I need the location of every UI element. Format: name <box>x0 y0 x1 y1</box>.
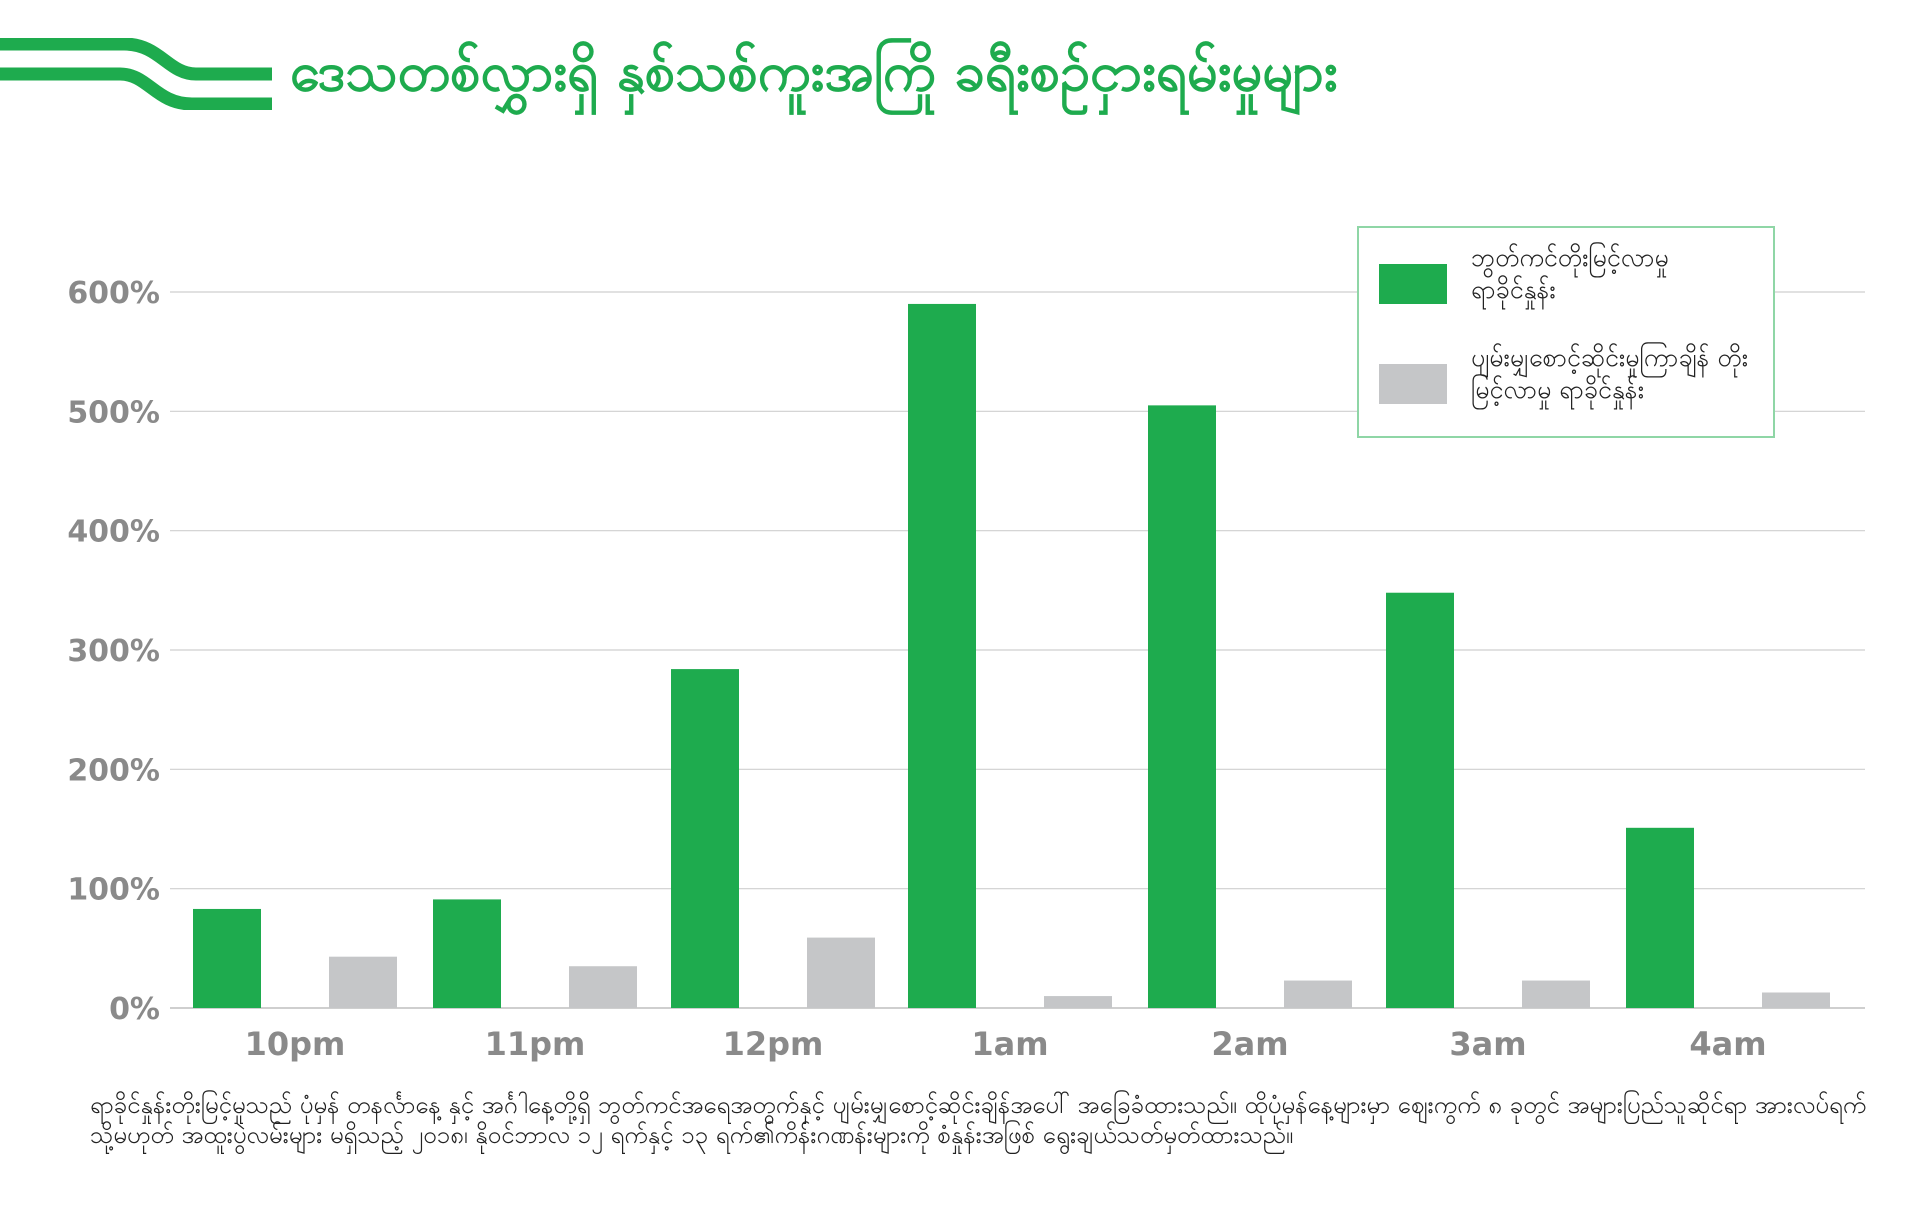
y-tick-label: 300% <box>67 634 160 669</box>
legend-label-bookings: ဘွတ်ကင်တိုးမြင့်လာမှု ရာခိုင်နှုန်း <box>1471 243 1669 304</box>
chart-footnote: ရာခိုင်နှုန်းတိုးမြင့်မှုသည် ပုံမှန် တနင… <box>90 1091 1867 1149</box>
legend-item-bookings: ဘွတ်ကင်တိုးမြင့်လာမှု ရာခိုင်နှုန်း <box>1379 242 1759 322</box>
bar-wait-time <box>1284 980 1352 1008</box>
bar-wait-time <box>329 956 397 1008</box>
y-tick-label: 0% <box>109 992 160 1027</box>
x-tick-label: 12pm <box>723 1025 824 1063</box>
bar-bookings <box>908 303 976 1008</box>
brand-logo-icon <box>0 38 272 110</box>
y-tick-label: 500% <box>67 395 160 430</box>
x-tick-label: 1am <box>971 1025 1048 1063</box>
y-tick-label: 100% <box>67 873 160 908</box>
legend-item-wait-time: ပျမ်းမျှစောင့်ဆိုင်းမှုကြာချိန် တိုးမြင့… <box>1379 342 1759 422</box>
bar-bookings <box>1386 592 1454 1008</box>
bar-bookings <box>1148 405 1216 1008</box>
legend-swatch-wait-time <box>1379 364 1447 404</box>
bar-wait-time <box>807 937 875 1008</box>
legend-label-wait-time: ပျမ်းမျှစောင့်ဆိုင်းမှုကြာချိန် တိုးမြင့… <box>1471 343 1749 404</box>
chart-legend: ဘွတ်ကင်တိုးမြင့်လာမှု ရာခိုင်နှုန်း ပျမ်… <box>1357 226 1775 438</box>
legend-swatch-bookings <box>1379 264 1447 304</box>
bar-wait-time <box>1522 980 1590 1008</box>
chart-title: ဒေသတစ်လွှားရှိ နှစ်သစ်ကူးအကြို ခရီးစဉ်ငှ… <box>290 40 1338 103</box>
bar-wait-time <box>1762 992 1830 1008</box>
x-tick-label: 11pm <box>485 1025 586 1063</box>
bar-bookings <box>1626 827 1694 1008</box>
x-tick-label: 4am <box>1689 1025 1766 1063</box>
y-tick-label: 400% <box>67 515 160 550</box>
bar-bookings <box>671 669 739 1008</box>
x-tick-label: 10pm <box>245 1025 346 1063</box>
bar-wait-time <box>1044 996 1112 1008</box>
x-tick-label: 2am <box>1211 1025 1288 1063</box>
bar-bookings <box>433 899 501 1008</box>
x-tick-label: 3am <box>1449 1025 1526 1063</box>
y-tick-label: 200% <box>67 753 160 788</box>
bar-bookings <box>193 908 261 1008</box>
bar-wait-time <box>569 966 637 1008</box>
y-tick-label: 600% <box>67 276 160 311</box>
